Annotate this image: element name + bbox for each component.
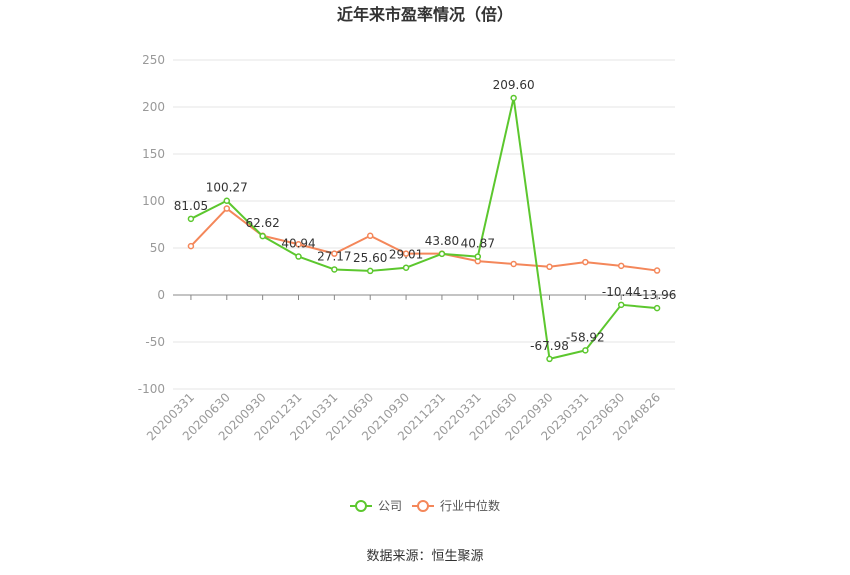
company-data-label: 81.05 (174, 199, 208, 213)
y-tick-label: 50 (150, 241, 165, 255)
legend: 公司 行业中位数 (350, 498, 500, 513)
industry-median-point[interactable] (582, 258, 589, 266)
legend-marker-icon (417, 500, 429, 512)
company-series-line (190, 96, 658, 360)
company-data-label: 25.60 (353, 251, 387, 265)
grid (173, 59, 675, 390)
chart-title: 近年来市盈率情况（倍） (337, 5, 513, 24)
company-data-label: 40.87 (461, 237, 495, 251)
industry-median-point[interactable] (510, 260, 517, 268)
y-tick-label: -50 (145, 335, 165, 349)
x-axis: 2020033120200630202009302020123120210331… (144, 295, 663, 443)
company-point[interactable] (187, 215, 195, 223)
y-tick-label: 250 (142, 53, 165, 67)
y-tick-label: -100 (138, 382, 165, 396)
legend-item-company[interactable]: 公司 (350, 499, 402, 513)
company-data-label: -58.92 (566, 330, 605, 344)
company-point[interactable] (402, 264, 410, 271)
legend-marker-icon (355, 500, 367, 512)
company-data-label: 43.80 (425, 234, 459, 248)
industry-median-point[interactable] (295, 240, 302, 248)
y-axis-ticks: 250 200 150 100 50 0 -50 -100 (138, 53, 165, 396)
company-data-label: -67.98 (530, 339, 569, 353)
company-data-label: 62.62 (245, 216, 279, 230)
legend-item-industry-median[interactable]: 行业中位数 (412, 498, 500, 513)
legend-label: 行业中位数 (440, 498, 500, 513)
company-point[interactable] (546, 355, 553, 363)
company-data-label: 209.60 (493, 78, 535, 92)
company-point[interactable] (223, 197, 231, 204)
y-tick-label: 100 (142, 194, 165, 208)
industry-median-point[interactable] (223, 205, 231, 212)
industry-median-point[interactable] (546, 263, 553, 271)
y-tick-label: 200 (142, 100, 165, 114)
company-data-label: 100.27 (206, 181, 248, 195)
y-tick-label: 150 (142, 147, 165, 161)
industry-median-point[interactable] (617, 262, 625, 270)
company-point[interactable] (366, 267, 374, 275)
company-point[interactable] (474, 253, 482, 260)
company-point[interactable] (331, 266, 338, 273)
industry-median-point[interactable] (187, 242, 195, 250)
company-point[interactable] (259, 232, 266, 240)
industry-median-point[interactable] (366, 232, 374, 240)
source-text: 数据来源：恒生聚源 (366, 549, 483, 564)
company-point[interactable] (582, 347, 589, 354)
company-point[interactable] (617, 301, 625, 309)
industry-median-series-line (190, 207, 658, 272)
company-point[interactable] (653, 304, 661, 312)
company-point[interactable] (438, 250, 446, 258)
company-data-label: 29.01 (389, 248, 423, 262)
company-data-label: -10.44 (602, 285, 641, 299)
company-point[interactable] (510, 94, 517, 102)
industry-median-point[interactable] (653, 267, 661, 274)
industry-median-point[interactable] (402, 250, 410, 257)
company-data-label: 27.17 (317, 249, 351, 263)
company-point[interactable] (295, 253, 302, 260)
company-data-label: 40.94 (281, 237, 315, 251)
legend-label: 公司 (378, 499, 402, 513)
company-data-label: -13.96 (638, 288, 677, 302)
industry-median-point[interactable] (331, 250, 338, 257)
y-tick-label: 0 (157, 288, 165, 302)
